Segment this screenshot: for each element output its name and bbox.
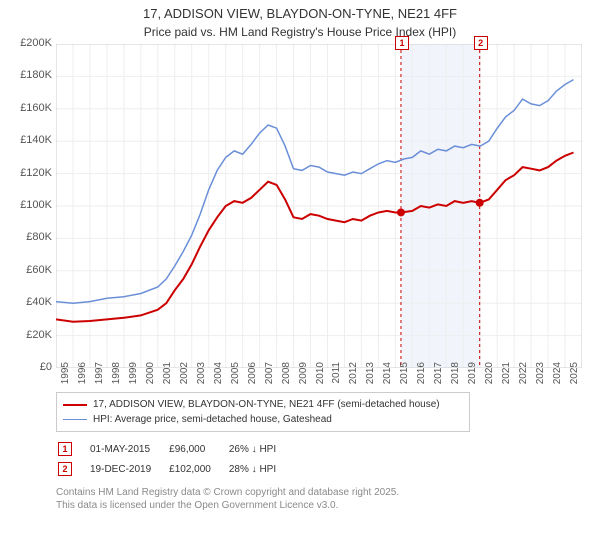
x-tick-label: 2024 [552, 362, 563, 402]
y-tick-label: £120K [2, 167, 52, 179]
plot-area [56, 44, 582, 368]
x-tick-label: 2010 [315, 362, 326, 402]
chart-container: { "title": "17, ADDISON VIEW, BLAYDON-ON… [0, 0, 600, 560]
event-date: 19-DEC-2019 [90, 460, 167, 478]
chart-subtitle: Price paid vs. HM Land Registry's House … [0, 25, 600, 43]
event-marker-box: 2 [474, 36, 488, 50]
x-tick-label: 2021 [501, 362, 512, 402]
x-tick-label: 2007 [264, 362, 275, 402]
x-tick-label: 2016 [416, 362, 427, 402]
credits: Contains HM Land Registry data © Crown c… [56, 486, 584, 512]
event-id-box: 1 [58, 442, 72, 456]
y-tick-label: £140K [2, 134, 52, 146]
y-tick-label: £60K [2, 264, 52, 276]
y-tick-label: £80K [2, 231, 52, 243]
legend-swatch [63, 404, 87, 406]
x-tick-label: 1999 [128, 362, 139, 402]
x-tick-label: 2012 [348, 362, 359, 402]
x-tick-label: 2018 [450, 362, 461, 402]
x-tick-label: 1998 [111, 362, 122, 402]
x-tick-label: 2013 [365, 362, 376, 402]
x-tick-label: 2008 [281, 362, 292, 402]
event-price: £96,000 [169, 440, 227, 458]
y-tick-label: £180K [2, 69, 52, 81]
x-tick-label: 2004 [213, 362, 224, 402]
x-tick-label: 2002 [179, 362, 190, 402]
legend-label: HPI: Average price, semi-detached house,… [93, 412, 332, 427]
x-tick-label: 1997 [94, 362, 105, 402]
table-row: 2 19-DEC-2019£102,00028% ↓ HPI [58, 460, 292, 478]
event-delta: 26% ↓ HPI [229, 440, 292, 458]
y-tick-label: £40K [2, 296, 52, 308]
x-tick-label: 2009 [298, 362, 309, 402]
x-tick-label: 2003 [196, 362, 207, 402]
chart-title: 17, ADDISON VIEW, BLAYDON-ON-TYNE, NE21 … [0, 0, 600, 25]
y-tick-label: £0 [2, 361, 52, 373]
x-tick-label: 2006 [247, 362, 258, 402]
x-tick-label: 2001 [162, 362, 173, 402]
x-tick-label: 2015 [399, 362, 410, 402]
credits-line2: This data is licensed under the Open Gov… [56, 499, 584, 512]
x-tick-label: 1995 [60, 362, 71, 402]
x-tick-label: 2014 [382, 362, 393, 402]
x-tick-label: 2025 [569, 362, 580, 402]
legend-swatch [63, 419, 87, 420]
event-marker-box: 1 [395, 36, 409, 50]
x-tick-label: 2023 [535, 362, 546, 402]
event-delta: 28% ↓ HPI [229, 460, 292, 478]
y-tick-label: £200K [2, 37, 52, 49]
credits-line1: Contains HM Land Registry data © Crown c… [56, 486, 584, 499]
x-tick-label: 2011 [331, 362, 342, 402]
event-date: 01-MAY-2015 [90, 440, 167, 458]
x-tick-label: 2005 [230, 362, 241, 402]
event-price: £102,000 [169, 460, 227, 478]
y-tick-label: £100K [2, 199, 52, 211]
events-table: 1 01-MAY-2015£96,00026% ↓ HPI 2 19-DEC-2019… [56, 438, 294, 480]
legend-item: HPI: Average price, semi-detached house,… [63, 412, 463, 427]
x-tick-label: 2017 [433, 362, 444, 402]
x-tick-label: 2022 [518, 362, 529, 402]
y-tick-label: £20K [2, 329, 52, 341]
x-tick-label: 2020 [484, 362, 495, 402]
x-tick-label: 1996 [77, 362, 88, 402]
y-tick-label: £160K [2, 102, 52, 114]
table-row: 1 01-MAY-2015£96,00026% ↓ HPI [58, 440, 292, 458]
x-tick-label: 2019 [467, 362, 478, 402]
plot-svg [56, 44, 582, 368]
x-tick-label: 2000 [145, 362, 156, 402]
event-id-box: 2 [58, 462, 72, 476]
